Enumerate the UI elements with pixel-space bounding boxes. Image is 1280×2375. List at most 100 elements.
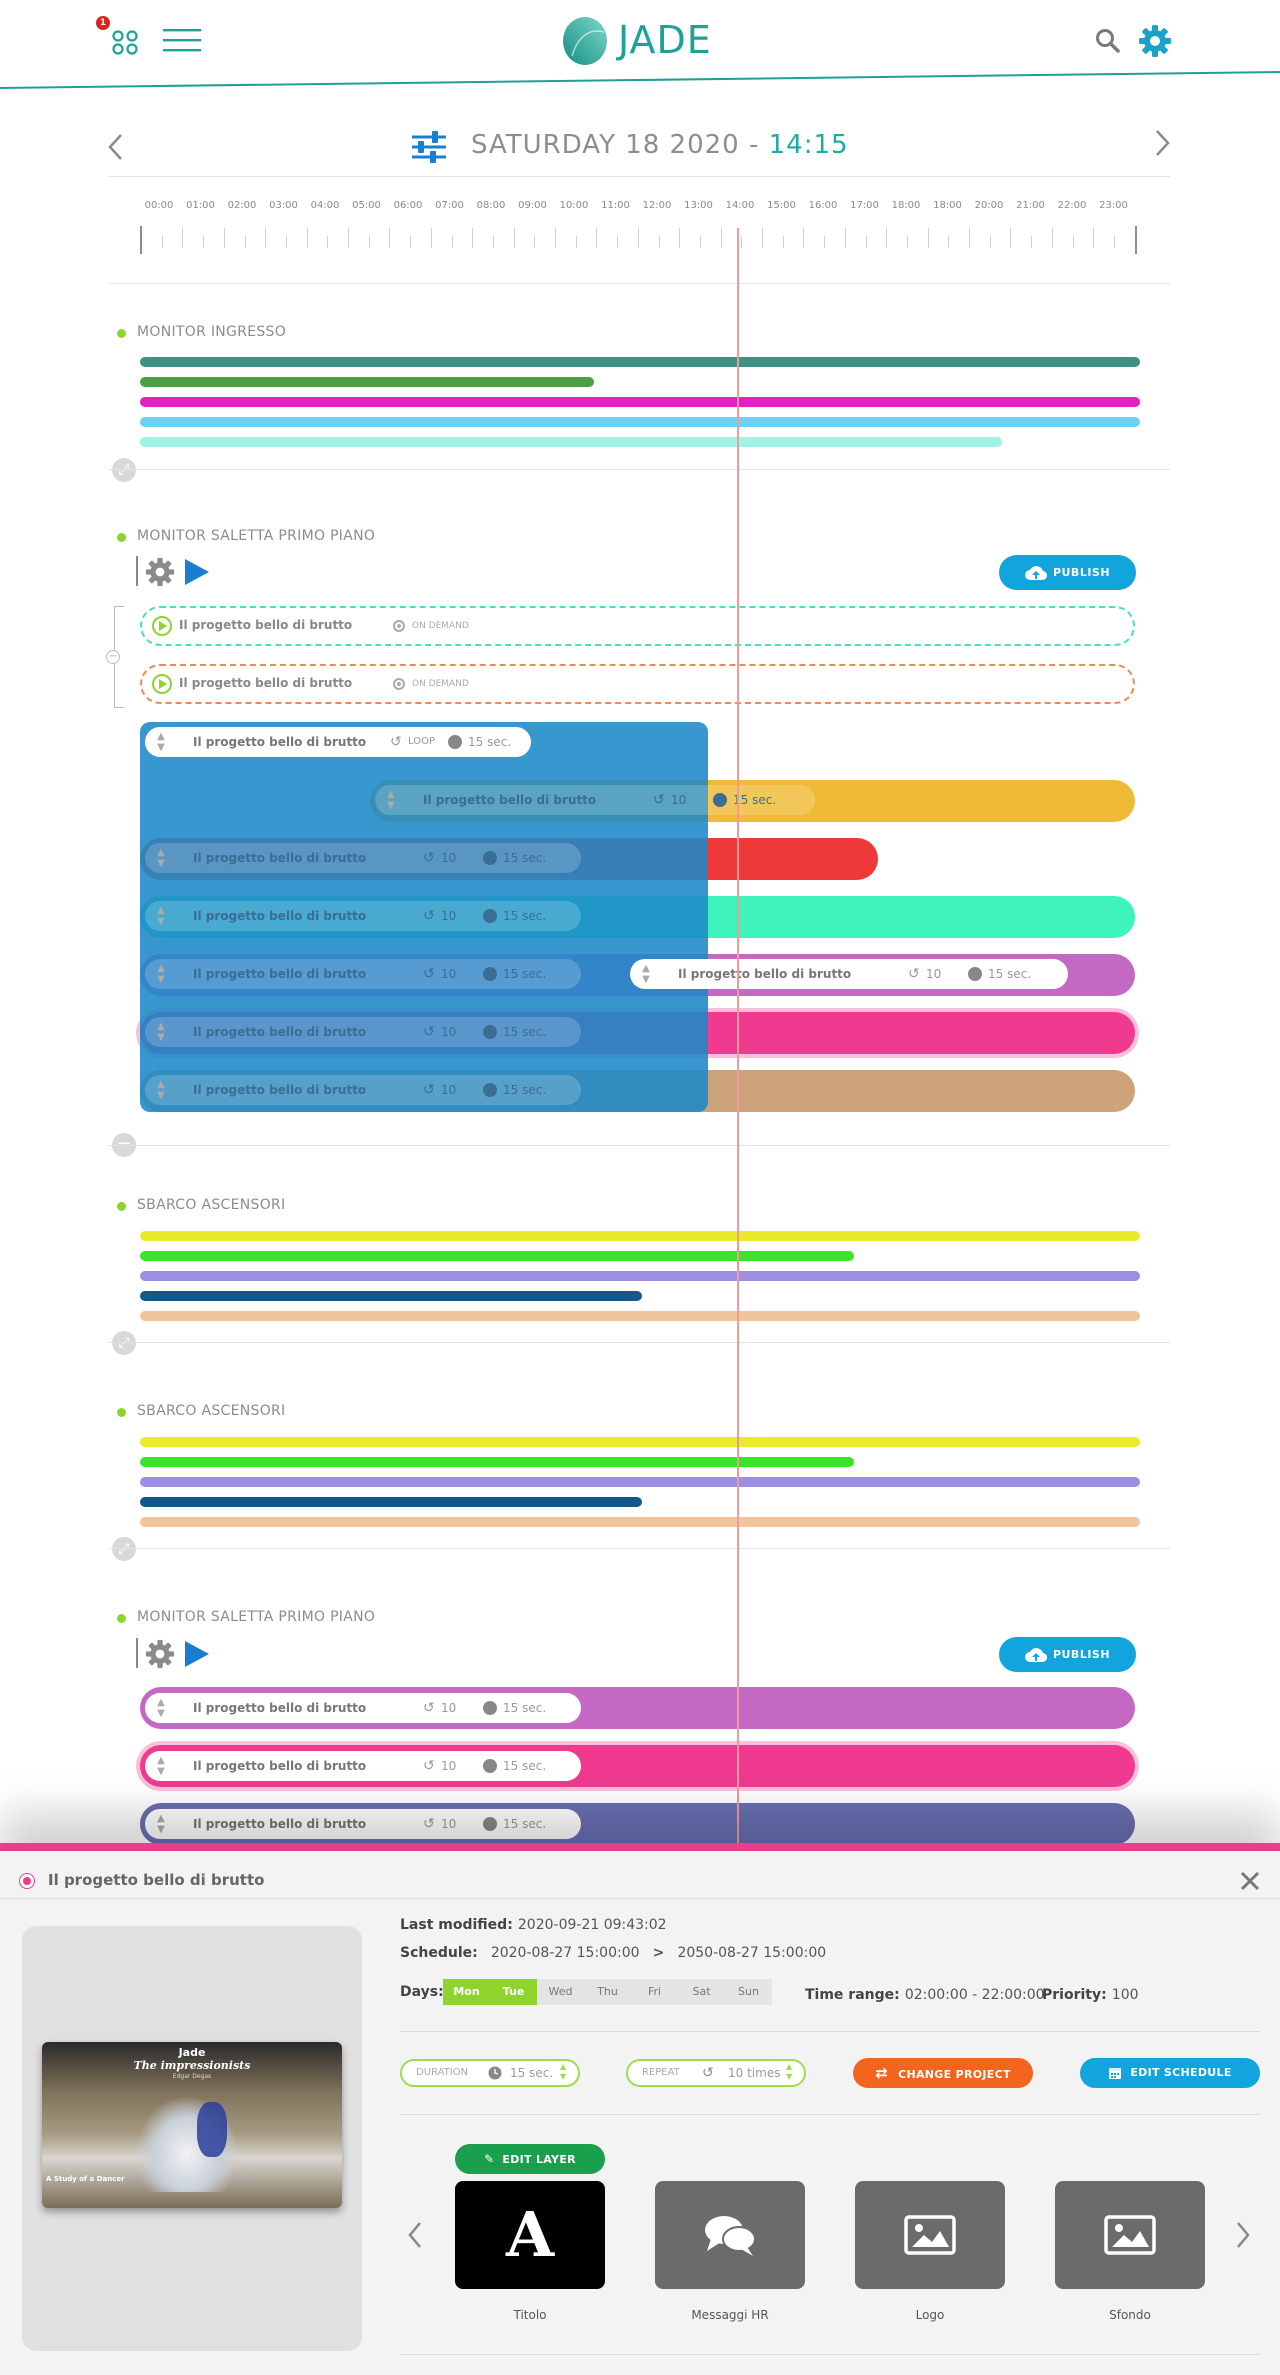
edit-layer-button[interactable]: ✎ EDIT LAYER <box>455 2144 605 2174</box>
timeline-bar[interactable] <box>140 437 1002 447</box>
search-button[interactable] <box>1095 28 1121 54</box>
schedule-chip[interactable]: ▲ ▼ Il progetto bello di brutto ↺ 10 15 sec. <box>630 959 1068 989</box>
selection-overlay[interactable] <box>140 722 708 1112</box>
drag-handle-icon[interactable]: ▲ ▼ <box>157 847 165 869</box>
drag-handle-icon[interactable]: ▲ ▼ <box>157 1755 165 1777</box>
ruler-tick <box>265 228 267 248</box>
settings-button[interactable] <box>1138 24 1172 58</box>
ruler-tick <box>865 236 867 248</box>
day-toggle-thu[interactable]: Thu <box>584 1979 631 2005</box>
day-toggle-fri[interactable]: Fri <box>631 1979 678 2005</box>
timeline-bar[interactable] <box>140 377 594 387</box>
expand-icon[interactable]: ⤢ <box>112 458 136 482</box>
drag-handle-icon[interactable]: ▲ ▼ <box>157 963 165 985</box>
preview-sub: Edgar Degas <box>172 2073 212 2080</box>
ruler-tick <box>782 236 784 248</box>
drag-handle-icon[interactable]: ▲ ▼ <box>642 963 650 985</box>
stepper-arrows-icon[interactable]: ▲ ▼ <box>560 2062 567 2081</box>
timeline-bar[interactable] <box>140 1497 642 1507</box>
layer-card-logo[interactable] <box>855 2181 1005 2289</box>
layer-name: Sfondo <box>1109 2308 1151 2322</box>
timeline-bar[interactable] <box>140 357 1140 367</box>
menu-button[interactable] <box>163 26 203 56</box>
timeline-bar[interactable] <box>140 397 1140 407</box>
day-toggle-sun[interactable]: Sun <box>725 1979 772 2005</box>
settings-button[interactable] <box>145 557 175 587</box>
drag-handle-icon[interactable]: ▲ ▼ <box>157 1813 165 1835</box>
change-project-button[interactable]: ⇄ CHANGE PROJECT <box>853 2058 1033 2088</box>
day-toggle-sat[interactable]: Sat <box>678 1979 725 2005</box>
ruler-tick <box>741 236 743 248</box>
play-circle-icon[interactable] <box>152 674 172 694</box>
schedule-chip[interactable]: ▲ ▼ Il progetto bello di brutto ↺ 10 15 sec. <box>375 785 815 815</box>
play-button[interactable] <box>184 1640 210 1668</box>
drag-handle-icon[interactable]: ▲ ▼ <box>157 905 165 927</box>
schedule-chip[interactable]: ▲ ▼ Il progetto bello di brutto ↺ 10 15 sec. <box>145 1751 581 1781</box>
expand-icon[interactable]: ⤢ <box>112 1537 136 1561</box>
layers-prev-button[interactable] <box>406 2221 424 2249</box>
layer-card-text[interactable]: A <box>455 2181 605 2289</box>
publish-button[interactable]: PUBLISH <box>999 555 1136 590</box>
close-button[interactable] <box>1238 1869 1262 1893</box>
repeat-icon: ↺ <box>423 1082 435 1098</box>
chevron-right-icon <box>1237 2222 1250 2248</box>
repeat-stepper[interactable]: REPEAT ↺ 10 times ▲ ▼ <box>626 2059 806 2087</box>
logo[interactable]: JADE <box>560 16 720 66</box>
separator <box>0 1898 1280 1899</box>
timeline-bar[interactable] <box>140 1231 1140 1241</box>
schedule-chip[interactable]: ▲ ▼ Il progetto bello di brutto ↺ LOOP 15 sec… <box>145 727 531 757</box>
schedule-chip[interactable]: ▲ ▼ Il progetto bello di brutto ↺ 10 15 sec. <box>145 1017 581 1047</box>
schedule-chip[interactable]: ▲ ▼ Il progetto bello di brutto ↺ 10 15 sec. <box>145 959 581 989</box>
on-demand-row[interactable] <box>140 606 1135 646</box>
schedule-chip[interactable]: ▲ ▼ Il progetto bello di brutto ↺ 10 15 sec. <box>145 1693 581 1723</box>
settings-button[interactable] <box>145 1639 175 1669</box>
play-circle-icon[interactable] <box>152 616 172 636</box>
schedule-chip[interactable]: ▲ ▼ Il progetto bello di brutto ↺ 10 15 sec. <box>145 901 581 931</box>
clock-icon <box>483 909 497 923</box>
schedule-chip[interactable]: ▲ ▼ Il progetto bello di brutto ↺ 10 15 sec. <box>145 1075 581 1105</box>
timeline-bar[interactable] <box>140 1251 854 1261</box>
publish-button[interactable]: PUBLISH <box>999 1637 1136 1672</box>
timeline-bar[interactable] <box>140 1517 1140 1527</box>
drag-handle-icon[interactable]: ▲ ▼ <box>387 789 395 811</box>
edit-schedule-button[interactable]: EDIT SCHEDULE <box>1080 2058 1260 2088</box>
layers-next-button[interactable] <box>1234 2221 1252 2249</box>
repeat-icon: ↺ <box>423 1700 435 1716</box>
timeline-bar[interactable] <box>140 1437 1140 1447</box>
drag-handle-icon[interactable]: ▲ ▼ <box>157 1697 165 1719</box>
day-toggle-wed[interactable]: Wed <box>537 1979 584 2005</box>
ruler-tick <box>513 228 515 248</box>
on-demand-row[interactable] <box>140 664 1135 704</box>
play-button[interactable] <box>184 558 210 586</box>
schedule-chip[interactable]: ▲ ▼ Il progetto bello di brutto ↺ 10 15 sec. <box>145 1809 581 1839</box>
prev-day-button[interactable] <box>106 132 126 162</box>
timeline-bar[interactable] <box>140 1311 1140 1321</box>
timeline-bar[interactable] <box>140 1271 1140 1281</box>
schedule-chip[interactable]: ▲ ▼ Il progetto bello di brutto ↺ 10 15 sec. <box>145 843 581 873</box>
filters-button[interactable] <box>410 130 448 164</box>
drag-handle-icon[interactable]: ▲ ▼ <box>157 731 165 753</box>
repeat-value: LOOP <box>408 736 435 747</box>
drag-handle-icon[interactable]: ▲ ▼ <box>157 1079 165 1101</box>
duration-stepper[interactable]: DURATION 15 sec. ▲ ▼ <box>400 2059 580 2087</box>
next-day-button[interactable] <box>1152 128 1172 158</box>
drag-handle-icon[interactable]: ▲ ▼ <box>157 1021 165 1043</box>
layer-card-background[interactable] <box>1055 2181 1205 2289</box>
day-toggle-mon[interactable]: Mon <box>443 1979 490 2005</box>
timeline-bar[interactable] <box>140 417 1140 427</box>
layer-card-messages[interactable] <box>655 2181 805 2289</box>
expand-icon[interactable]: ⤢ <box>112 1331 136 1355</box>
day-toggle-tue[interactable]: Tue <box>490 1979 537 2005</box>
preview-thumbnail[interactable]: Jade The impressionists Edgar Degas A St… <box>42 2042 342 2208</box>
apps-button[interactable] <box>108 24 142 58</box>
timeline-bar[interactable] <box>140 1477 1140 1487</box>
collapse-group-icon[interactable]: − <box>106 650 120 664</box>
repeat-icon: ↺ <box>653 792 665 808</box>
timeline-bar[interactable] <box>140 1291 642 1301</box>
timeline-bar[interactable] <box>140 1457 854 1467</box>
hour-label: 21:00 <box>1016 200 1045 211</box>
ruler-tick <box>161 236 163 248</box>
ruler-tick <box>617 236 619 248</box>
clock-icon <box>713 793 727 807</box>
stepper-arrows-icon[interactable]: ▲ ▼ <box>786 2062 793 2081</box>
